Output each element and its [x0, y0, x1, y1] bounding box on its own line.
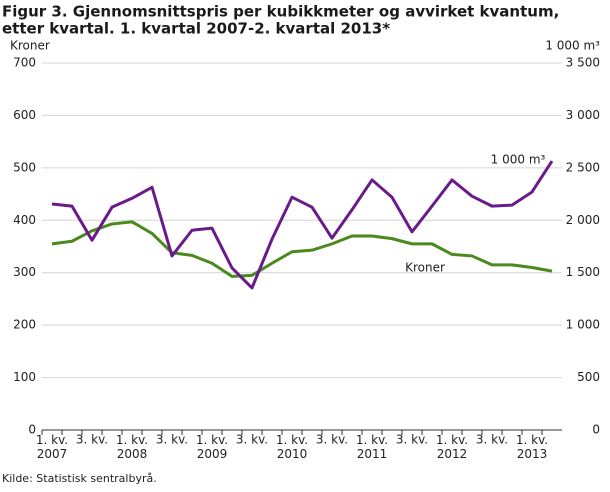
y-tick-label: 600 [13, 108, 36, 122]
x-tick-label: 1. kv. 2010 [276, 433, 308, 461]
x-tick-label: 3. kv. [476, 433, 508, 447]
y-tick-label: 0 [28, 423, 36, 437]
series-line [51, 160, 554, 290]
x-tick-label: 3. kv. [316, 433, 348, 447]
source: Kilde: Statistisk sentralbyrå. [2, 472, 157, 485]
y-tick-label: 100 [13, 370, 36, 384]
x-tick-label: 3. kv. [236, 433, 268, 447]
chart-title: etter kvartal. 1. kvartal 2007-2. kvarta… [2, 20, 390, 38]
x-tick-label: 1. kv. 2012 [436, 433, 468, 461]
y2-tick-label: 0 [592, 423, 600, 437]
y-tick-label: 700 [13, 56, 36, 70]
y-tick-label: 500 [13, 160, 36, 174]
y2-axis-title: 1 000 m³ [545, 39, 600, 53]
y2-tick-label: 2 000 [566, 213, 600, 227]
x-tick-label: 1. kv. 2013 [516, 433, 548, 461]
y-tick-label: 200 [13, 318, 36, 332]
series-label: Kroner [405, 261, 445, 275]
x-tick-label: 3. kv. [76, 433, 108, 447]
chart-title: Figur 3. Gjennomsnittspris per kubikkmet… [2, 3, 559, 21]
x-tick-label: 1. kv. 2007 [36, 433, 68, 461]
y-tick-label: 400 [13, 213, 36, 227]
x-tick-label: 1. kv. 2011 [356, 433, 388, 461]
y2-tick-label: 3 500 [566, 56, 600, 70]
y-tick-label: 300 [13, 265, 36, 279]
y2-tick-label: 500 [577, 370, 600, 384]
y2-tick-label: 3 000 [566, 108, 600, 122]
y2-tick-label: 2 500 [566, 160, 600, 174]
x-tick-label: 3. kv. [396, 433, 428, 447]
series-line [51, 220, 553, 278]
x-tick-label: 1. kv. 2008 [116, 433, 148, 461]
x-tick-label: 3. kv. [156, 433, 188, 447]
x-tick-label: 1. kv. 2009 [196, 433, 228, 461]
y2-tick-label: 1 000 [566, 318, 600, 332]
y-axis-title: Kroner [10, 39, 50, 53]
y2-tick-label: 1 500 [566, 265, 600, 279]
series-label: 1 000 m³ [491, 153, 546, 167]
